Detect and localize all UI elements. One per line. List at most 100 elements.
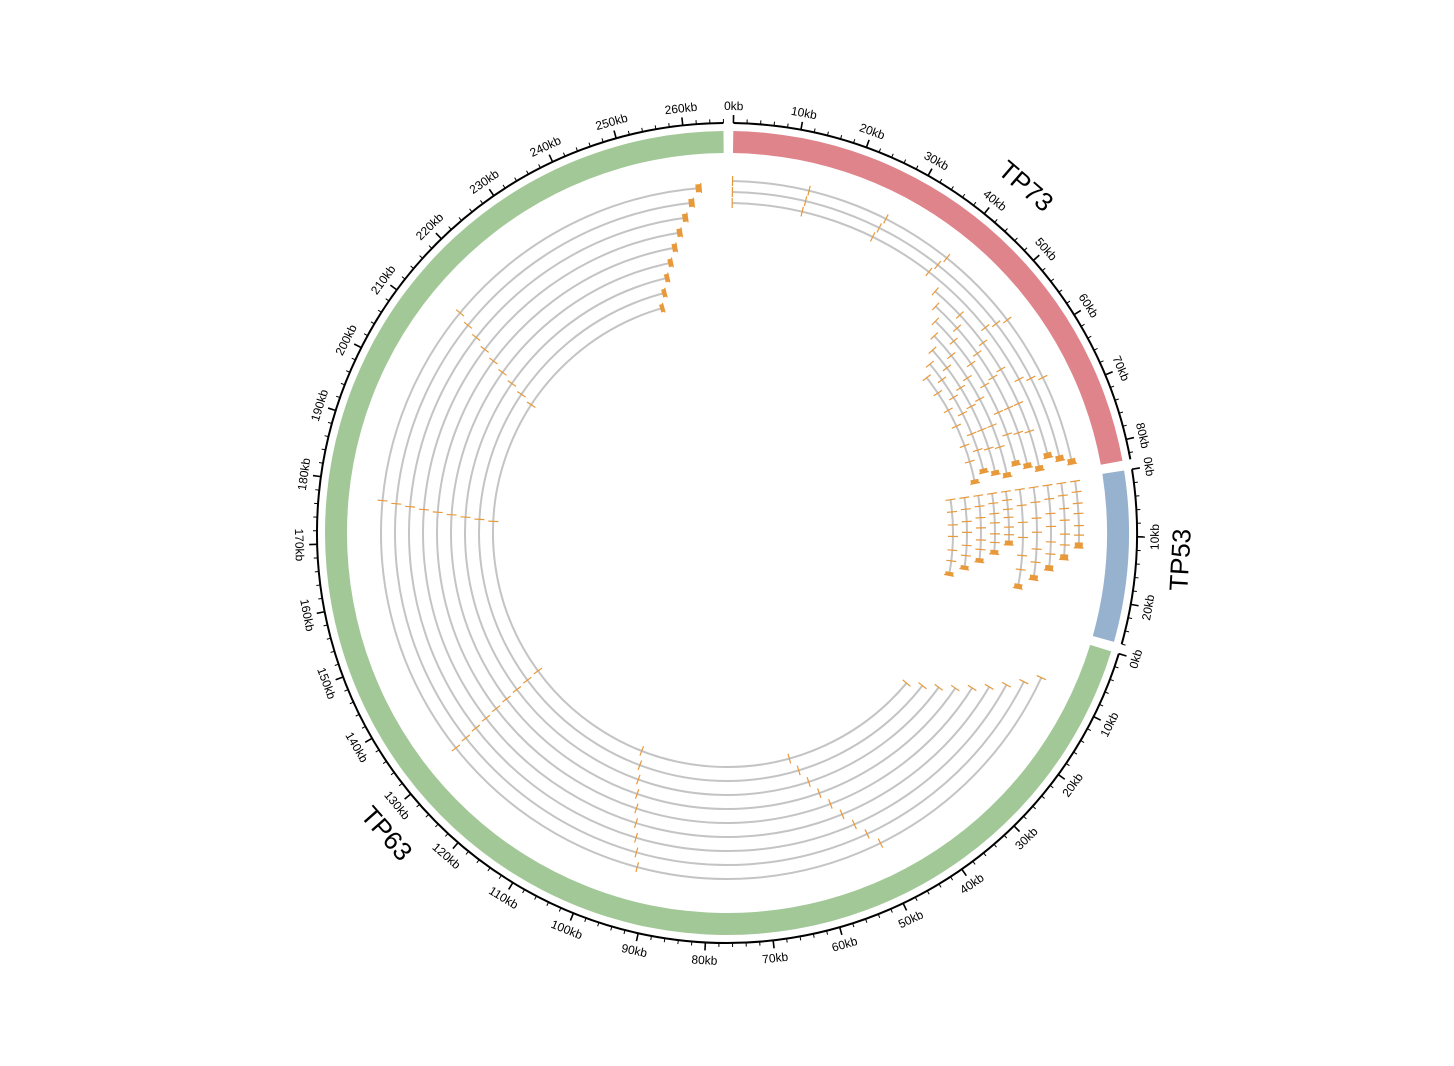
exon-mark [864,829,870,839]
exon-mark [947,352,956,360]
axis-tick [878,148,882,153]
tick-label: 60kb [1076,291,1102,321]
exon-mark [796,765,801,776]
exon-block [979,467,988,474]
transcript-line [732,180,1074,465]
exon-mark [1002,432,1013,437]
axis-tick [335,676,344,681]
axis-tick [1087,728,1092,732]
exon-mark [405,505,416,508]
exon-mark [526,401,536,409]
exon-mark [634,847,639,858]
exon-mark [994,445,1005,450]
exon-mark [817,788,822,799]
exon-block [1074,542,1083,549]
exon-mark [902,679,911,687]
exon-mark [523,676,532,684]
tick-label: 90kb [620,941,649,960]
exon-block [945,571,954,577]
transcript-line [478,291,924,782]
axis-tick [1058,289,1063,293]
exon-mark [461,734,471,742]
axis-tick [390,772,395,776]
axis-tick [1080,323,1085,327]
tick-label: 210kb [368,262,399,297]
exon-mark [962,374,972,382]
exon-mark [977,427,987,433]
exon-block [1044,564,1054,571]
tick-label: 40kb [980,187,1009,214]
axis-tick [1110,385,1115,388]
exon-mark [975,516,986,519]
gene-name-tp53: TP53 [1163,528,1197,592]
tick-label: 20kb [858,120,888,142]
tick-label: 110kb [486,884,521,913]
axis-tick [364,737,373,744]
tick-label: 50kb [896,907,926,931]
exon-mark [925,267,933,277]
exon-mark [1000,490,1011,493]
axis-tick [1057,773,1066,780]
axis-tick [404,793,412,800]
axis-tick [469,208,473,213]
exon-block [1043,451,1053,459]
axis-tick [668,123,670,128]
exon-mark [934,260,942,270]
exon-mark [1071,490,1082,494]
exon-mark [803,196,808,207]
axis-tick [786,938,788,943]
exon-mark [972,350,982,357]
exon-mark [455,309,465,317]
exon-block [676,228,683,238]
axis-tick [891,153,894,158]
axis-tick [326,637,331,640]
exon-block [960,565,969,570]
axis-tick [1128,617,1133,620]
exon-mark [931,287,939,296]
axis-tick [318,462,324,464]
exon-mark [966,360,976,368]
tick-label: 100kb [549,917,585,942]
exon-mark [637,760,643,771]
transcript-line [380,186,1043,880]
exon-mark [1055,459,1066,463]
axis-tick [1128,451,1134,454]
transcript-line [925,377,977,484]
exon-mark [952,324,962,332]
exon-mark [973,494,984,497]
axis-tick [452,842,459,850]
axis-tick [914,896,918,901]
exon-mark [950,684,960,692]
ideogram-tp73 [732,131,1123,465]
exon-mark [491,705,501,713]
tick-label: 0kb [1126,647,1145,670]
exon-mark [989,512,1000,515]
exon-block [975,557,984,563]
axis-tick [425,813,430,818]
exon-block [990,469,1000,476]
exon-mark [925,360,935,368]
axis-tick [349,701,354,705]
axis-tick [1131,467,1141,471]
axis-tick [355,713,360,717]
exon-block [661,288,667,298]
exon-mark [451,744,461,752]
exon-mark [943,253,951,263]
exon-mark [692,197,696,208]
exon-mark [1019,678,1029,685]
axis-tick [507,882,514,890]
exon-mark [978,339,988,347]
axis-tick [1023,815,1027,820]
exon-mark [418,508,429,511]
axis-tick [1118,652,1127,657]
axis-tick [312,474,322,478]
exon-mark [984,683,994,690]
tick-label: 170kb [292,528,307,561]
axis-tick [1050,278,1055,282]
transcript-line [977,495,982,563]
axis-tick [1073,751,1078,755]
axis-tick [370,321,375,325]
axis-tick [548,154,554,163]
exon-block [1002,471,1012,478]
exon-mark [635,862,640,873]
